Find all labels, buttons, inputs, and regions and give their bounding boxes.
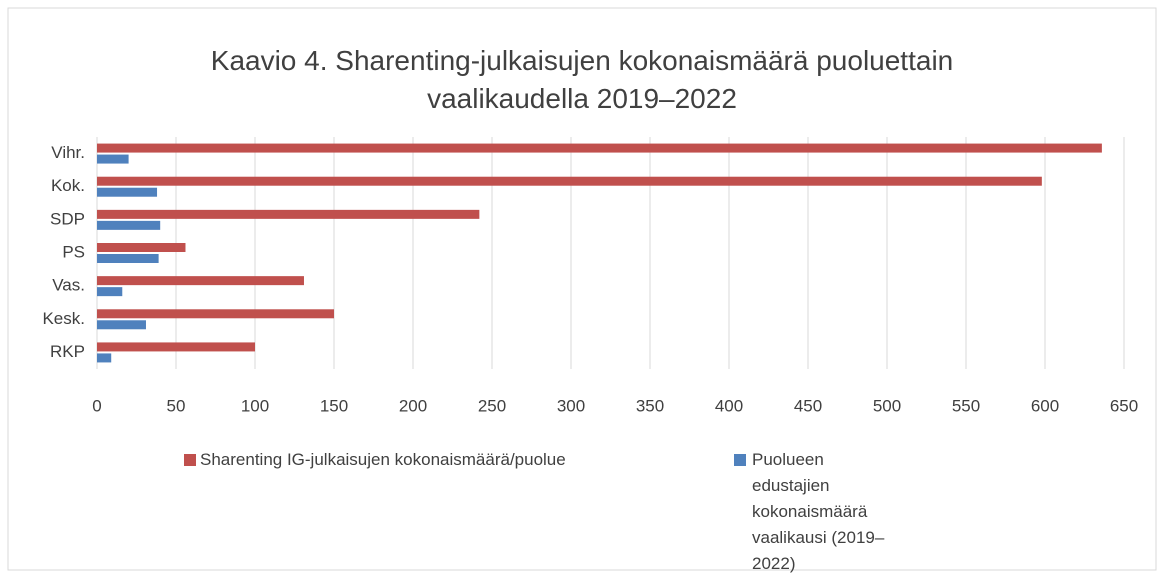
x-tick-label: 350 [636, 396, 664, 415]
legend-swatch [184, 454, 196, 466]
bar [97, 187, 158, 197]
bar [97, 353, 112, 363]
x-tick-label: 600 [1031, 396, 1059, 415]
legend-label: Sharenting IG-julkaisujen kokonaismäärä/… [200, 450, 566, 469]
bar [97, 209, 480, 219]
bar [97, 143, 1102, 153]
legend-label: Puolueen edustajien kokonaismäärä vaalik… [752, 450, 885, 573]
bar [97, 309, 334, 319]
y-tick-label: RKP [50, 342, 85, 361]
x-tick-label: 50 [167, 396, 186, 415]
legend-swatch [734, 454, 746, 466]
bar [97, 276, 304, 286]
bar [97, 220, 161, 230]
x-tick-label: 500 [873, 396, 901, 415]
y-tick-label: SDP [50, 209, 85, 228]
bar [97, 342, 255, 352]
x-tick-label: 300 [557, 396, 585, 415]
y-tick-label: Kok. [51, 176, 85, 195]
bar [97, 176, 1042, 186]
bar [97, 287, 123, 297]
x-tick-label: 450 [794, 396, 822, 415]
bar [97, 154, 129, 164]
x-tick-label: 0 [92, 396, 101, 415]
x-tick-label: 650 [1110, 396, 1138, 415]
x-tick-label: 550 [952, 396, 980, 415]
y-tick-label: PS [62, 242, 85, 261]
y-tick-label: Vas. [52, 276, 85, 295]
y-tick-label: Vihr. [51, 143, 85, 162]
x-tick-label: 100 [241, 396, 269, 415]
bar [97, 320, 146, 330]
bar [97, 243, 186, 252]
x-tick-label: 400 [715, 396, 743, 415]
chart-title: Kaavio 4. Sharenting-julkaisujen kokonai… [210, 45, 954, 114]
x-tick-label: 150 [320, 396, 348, 415]
x-tick-label: 250 [478, 396, 506, 415]
chart-border [7, 7, 1157, 571]
x-tick-label: 200 [399, 396, 427, 415]
y-tick-label: Kesk. [42, 309, 85, 328]
bar [97, 254, 159, 263]
